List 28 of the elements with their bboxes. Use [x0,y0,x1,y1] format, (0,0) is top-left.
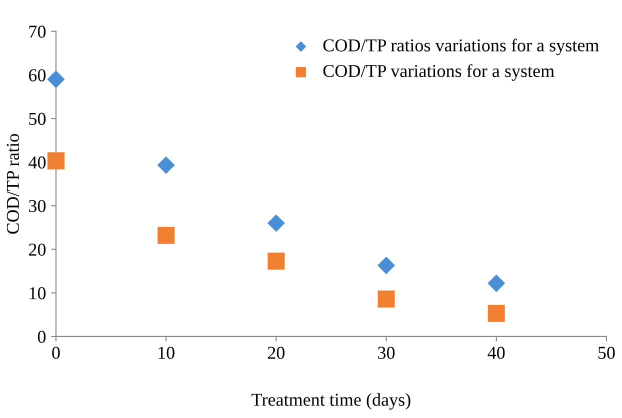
y-axis-title: COD/TP ratio [6,134,19,234]
x-tick-label: 10 [158,346,174,359]
x-tick-label: 0 [52,346,60,359]
point [47,152,64,170]
x-tick-label: 50 [598,346,615,359]
x-tick-label: 20 [268,346,285,359]
y-tick-label: 10 [30,287,46,300]
y-tick-label: 60 [28,69,46,82]
point [488,274,506,292]
y-tick-label: 50 [29,112,46,125]
point [157,156,175,174]
y-tick-label: 30 [29,200,46,212]
y-tick-label: 20 [28,244,46,256]
point [268,252,285,270]
point [378,290,395,308]
y-tick-label: 40 [28,156,46,169]
point [47,70,65,88]
point [267,214,285,232]
point [377,256,396,274]
y-tick-label: 70 [29,26,46,38]
point [158,226,175,244]
legend-label: COD/TP ratios variations for a system [323,38,599,56]
y-tick-label: 0 [38,330,46,343]
x-tick-label: 40 [488,346,505,359]
point [488,304,505,322]
legend-label: COD/TP variations for a system [323,64,554,81]
x-axis-title: Treatment time (days) [252,393,410,410]
x-tick-label: 30 [378,346,395,359]
